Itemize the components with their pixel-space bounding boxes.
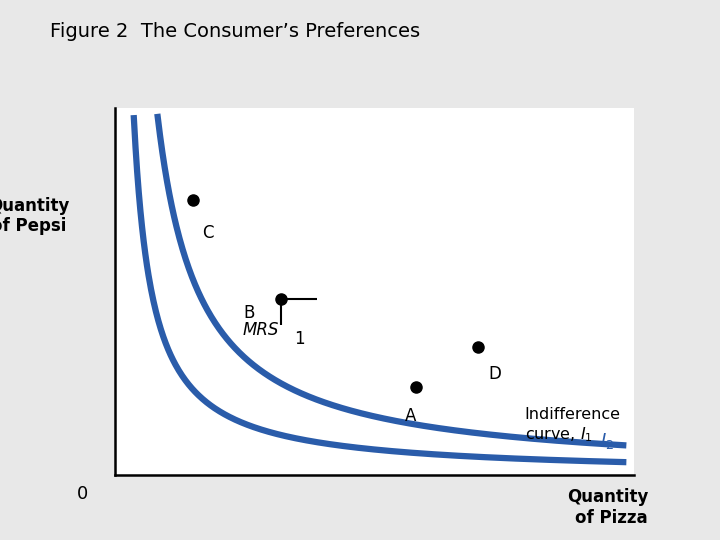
Text: B: B [244,305,255,322]
Text: Indifference
curve, $I_1$: Indifference curve, $I_1$ [525,407,621,444]
Text: 0: 0 [77,485,89,503]
Text: A: A [405,407,416,426]
Text: Quantity
of Pepsi: Quantity of Pepsi [0,197,70,235]
Text: D: D [488,365,501,383]
Text: $I_2$: $I_2$ [600,431,614,451]
Text: 1: 1 [294,330,305,348]
Text: Figure 2  The Consumer’s Preferences: Figure 2 The Consumer’s Preferences [50,22,420,40]
Text: C: C [202,224,214,242]
Text: Quantity
of Pizza: Quantity of Pizza [567,488,648,527]
Text: MRS: MRS [242,321,279,339]
